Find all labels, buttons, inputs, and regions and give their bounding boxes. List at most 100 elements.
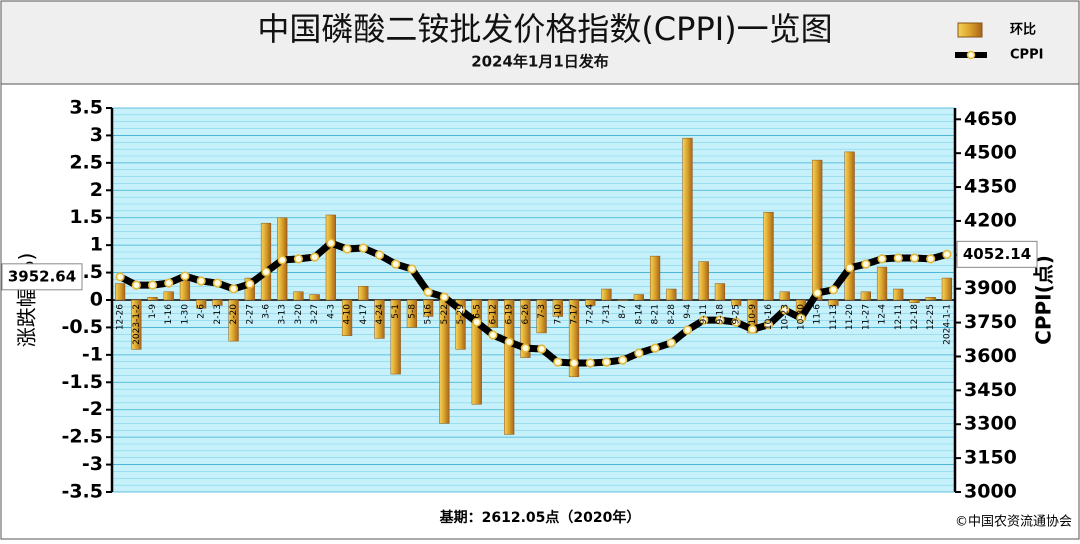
y-tick-label: 3.5 [69, 97, 103, 119]
line-marker [342, 244, 352, 254]
y2-tick-label: 3750 [964, 311, 1017, 333]
line-marker [715, 315, 725, 325]
line-marker [212, 278, 222, 288]
bar [779, 291, 790, 301]
line-marker [877, 254, 887, 264]
line-marker [504, 337, 514, 347]
bar [568, 299, 580, 378]
bar [487, 299, 499, 328]
y2-tick-label: 4650 [964, 108, 1017, 130]
x-tick-label: 1-30 [180, 304, 190, 325]
value-label: 3952.64 [8, 267, 76, 285]
x-tick-label: 2023-1-2 [132, 304, 142, 345]
bar [212, 299, 223, 306]
line-marker [763, 320, 774, 330]
x-tick-label: 6-5 [472, 304, 482, 319]
line-marker [326, 238, 336, 248]
line-marker [455, 305, 466, 315]
x-tick-label: 12-18 [910, 304, 920, 330]
y-tick-label: -3.5 [61, 481, 103, 503]
value-label-box [1, 263, 83, 291]
y2-tick-label: 3150 [964, 447, 1017, 469]
line-marker [391, 259, 401, 269]
y-tick-label: -2 [82, 398, 103, 420]
line-marker [147, 280, 158, 290]
y-tick-label: 1.5 [69, 206, 103, 228]
line-marker [634, 348, 644, 358]
bar [341, 299, 353, 336]
y-tick-label: -1.5 [61, 371, 103, 393]
bar [731, 299, 742, 306]
bar [423, 299, 434, 317]
bar [714, 283, 726, 301]
bar [293, 291, 304, 301]
x-tick-label: 12-26 [116, 304, 126, 330]
x-tick-label: 9-11 [699, 304, 709, 324]
line [118, 239, 948, 367]
y2-tick-label: 4200 [964, 209, 1017, 231]
y2-tick-label: 3600 [964, 345, 1017, 367]
x-tick-label: 4-10 [343, 304, 353, 325]
x-tick-label: 2-13 [213, 304, 223, 324]
x-tick-label: 11-27 [861, 304, 871, 330]
bar [941, 277, 953, 301]
x-tick-label: 7-17 [570, 304, 580, 324]
value-label-box [956, 240, 1038, 268]
line-marker [407, 264, 417, 274]
header [0, 0, 1080, 85]
line-marker [845, 263, 855, 273]
x-tick-label: 12-25 [926, 304, 936, 330]
x-tick-label: 2-27 [245, 304, 255, 324]
line-marker [893, 253, 903, 263]
bar [390, 299, 401, 375]
value-label: 4052.14 [963, 245, 1031, 263]
bar [844, 151, 855, 301]
bar [325, 214, 336, 301]
line-marker [601, 357, 612, 367]
line-marker [310, 252, 320, 262]
line-marker [228, 284, 239, 294]
bar [504, 299, 515, 435]
bar [471, 299, 482, 405]
line-marker [942, 249, 952, 259]
line-marker [196, 276, 206, 286]
line-marker [618, 355, 628, 365]
y-tick-label: -0.5 [61, 316, 103, 338]
x-tick-label: 5-16 [424, 304, 434, 325]
bar [812, 159, 823, 301]
line-marker [131, 280, 141, 290]
bar [147, 297, 158, 301]
bar [828, 299, 839, 306]
x-tick-label: 2024-1-1 [942, 304, 952, 345]
line-marker [520, 343, 530, 353]
line-marker [731, 317, 741, 327]
line-marker [926, 254, 936, 264]
y2-tick-label: 3900 [964, 277, 1017, 299]
line-marker [358, 243, 368, 253]
line-marker [472, 317, 482, 327]
legend-marker [966, 50, 976, 60]
y-tick-label: 0 [90, 289, 103, 311]
x-tick-label: 7-24 [586, 304, 596, 325]
line-marker [115, 272, 125, 282]
x-tick-label: 7-3 [537, 304, 547, 319]
bar [228, 299, 239, 342]
bar [893, 288, 904, 301]
x-tick-label: 11-13 [829, 304, 839, 330]
y-tick-label: -3 [82, 453, 103, 475]
x-tick-label: 2-20 [229, 304, 239, 325]
bar [876, 266, 888, 301]
line-marker [553, 357, 563, 367]
bar [909, 299, 920, 303]
x-tick-label: 9-4 [683, 304, 693, 319]
line-marker [780, 305, 790, 315]
x-tick-label: 1-16 [164, 304, 174, 325]
line-marker [796, 313, 806, 323]
bar [633, 294, 644, 301]
x-tick-label: 11-6 [813, 304, 823, 325]
x-tick-label: 6-12 [488, 304, 498, 324]
line-marker [423, 287, 433, 297]
x-tick-label: 12-4 [878, 304, 888, 325]
line-marker [828, 285, 839, 295]
bar [131, 299, 142, 350]
